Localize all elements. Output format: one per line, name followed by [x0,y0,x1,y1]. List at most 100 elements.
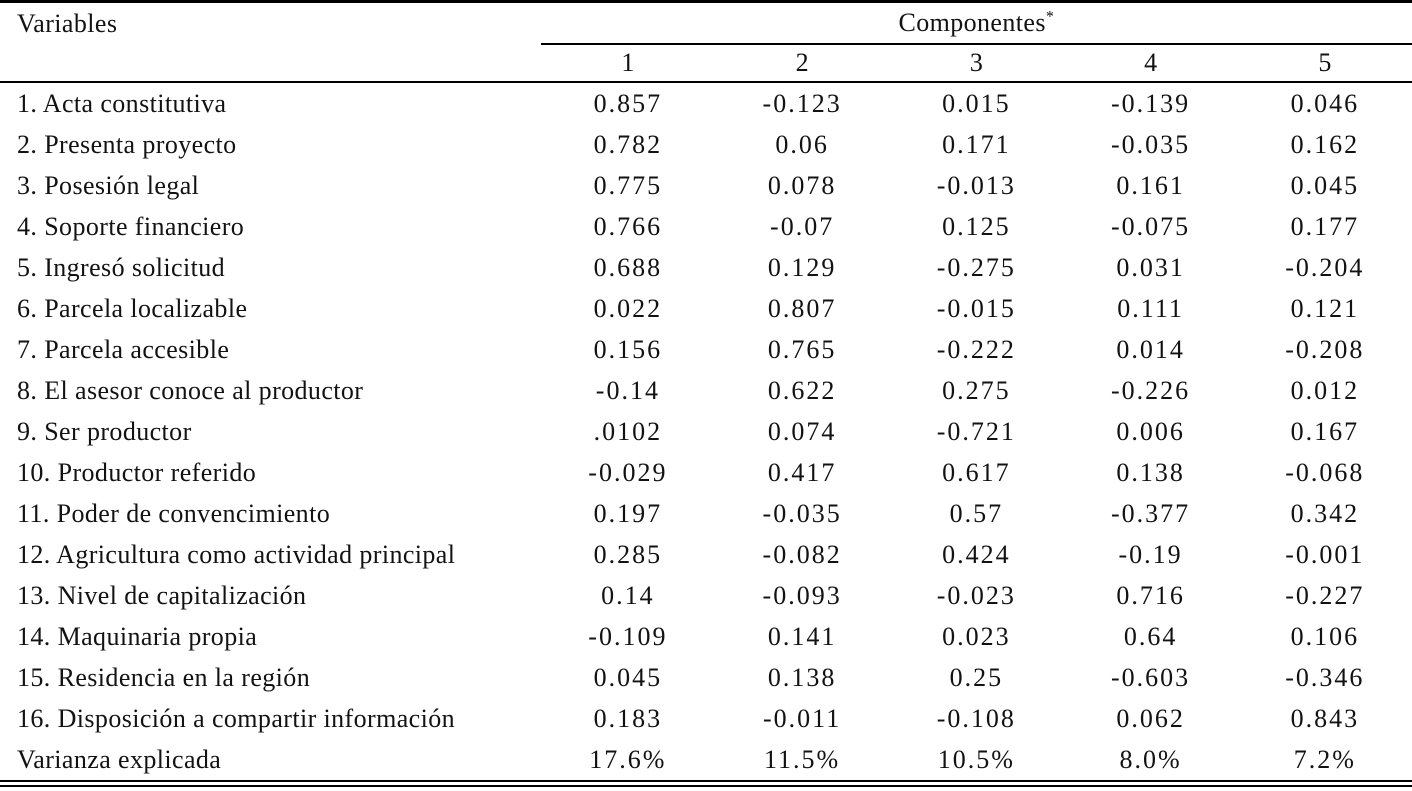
variable-label: 12. Agricultura como actividad principal [17,539,456,569]
loading-value: -0.011 [763,703,842,733]
variable-label: 14. Maquinaria propia [17,621,258,651]
loading-value: 0.141 [767,621,837,651]
loading-value: -0.377 [1111,498,1191,528]
component-column-header: 5 [1237,44,1412,83]
loading-value: 0.111 [1117,293,1184,323]
componentes-group-header: Componentes* [540,1,1412,45]
table-row: 14. Maquinaria propia -0.109 0.141 0.023 0.6… [0,616,1412,657]
loading-value: -0.222 [936,334,1016,364]
loading-value: -0.013 [936,170,1016,200]
variable-label: Varianza explicada [0,739,541,787]
loading-value: 0.121 [1290,293,1360,323]
loading-value: 0.125 [942,211,1011,241]
loading-value: 11.5% [715,739,890,787]
loading-value: 0.045 [593,662,663,692]
loading-value: 0.857 [593,88,663,118]
loading-value: 0.25 [949,662,1004,692]
loading-value: -0.603 [1111,662,1191,692]
loading-value: 0.062 [1116,703,1185,733]
loading-value: -0.015 [936,293,1016,323]
table-row: 3. Posesión legal 0.775 0.078 -0.013 0.161 0.… [0,165,1412,206]
variable-label: 15. Residencia en la región [17,662,311,692]
loading-value: -0.075 [1111,211,1191,241]
loading-value: 0.162 [1290,129,1360,159]
loading-value: 0.022 [593,293,663,323]
loading-value: 0.156 [593,334,663,364]
variable-label: 4. Soporte financiero [17,211,245,241]
table-row: 16. Disposición a compartir información 0… [0,698,1412,739]
loading-value: 0.161 [1116,170,1185,200]
loading-value: -0.204 [1285,252,1365,282]
loading-value: 0.716 [1116,580,1185,610]
variable-label: 6. Parcela localizable [17,293,248,323]
loading-value: 0.197 [593,498,663,528]
loading-value: -0.035 [1111,129,1191,159]
table-row: 11. Poder de convencimiento 0.197 -0.035 0.… [0,493,1412,534]
loading-value: 0.765 [767,334,837,364]
loading-value: 0.045 [1290,170,1360,200]
loading-value: -0.14 [595,375,660,405]
componentes-asterisk: * [1045,8,1055,26]
loading-value: -0.226 [1111,375,1191,405]
loading-value: 0.106 [1290,621,1360,651]
loading-value: 0.046 [1290,88,1360,118]
variable-label: 8. El asesor conoce al productor [17,375,364,405]
table-row: 10. Productor referido -0.029 0.417 0.617 0.… [0,452,1412,493]
table-row: 9. Ser productor .0102 0.074 -0.721 0.006 0.1… [0,411,1412,452]
loading-value: -0.093 [762,580,842,610]
loading-value: 0.078 [767,170,837,200]
loading-value: 17.6% [540,739,715,787]
loading-value: 0.074 [767,416,837,446]
table-row: 6. Parcela localizable 0.022 0.807 -0.015 0.… [0,288,1412,329]
loading-value: 0.64 [1123,621,1178,651]
loading-value: -0.07 [770,211,835,241]
loading-value: 0.57 [949,498,1004,528]
loading-value: 7.2% [1237,739,1412,787]
table-row: 8. El asesor conoce al productor -0.14 0.6… [0,370,1412,411]
loading-value: 0.014 [1116,334,1185,364]
loading-value: -0.082 [762,539,842,569]
loading-value: 0.06 [775,129,829,159]
loading-value: 0.129 [767,252,837,282]
loading-value: .0102 [593,416,663,446]
loading-value: 0.177 [1290,211,1360,241]
loading-value: 0.171 [942,129,1011,159]
table-row: 12. Agricultura como actividad principal… [0,534,1412,575]
variable-label: 5. Ingresó solicitud [17,252,226,282]
loading-value: 0.617 [942,457,1011,487]
loading-value: 0.807 [767,293,837,323]
loading-value: 0.183 [593,703,663,733]
loading-value: -0.068 [1285,457,1365,487]
loading-value: 0.424 [942,539,1011,569]
loading-value: 0.006 [1116,416,1185,446]
loading-value: 0.782 [593,129,663,159]
table-row: 7. Parcela accesible 0.156 0.765 -0.222 0.01… [0,329,1412,370]
loading-value: -0.227 [1285,580,1365,610]
loading-value: 0.775 [593,170,663,200]
loading-value: -0.721 [936,416,1016,446]
loading-value: -0.109 [588,621,668,651]
component-column-header: 4 [1063,44,1238,83]
table-row: 13. Nivel de capitalización 0.14 -0.093 -0.… [0,575,1412,616]
componentes-header-label: Componentes [898,8,1046,37]
variable-label: 3. Posesión legal [17,170,200,200]
loading-value: 0.688 [593,252,663,282]
variables-column-header: Variables [0,1,541,83]
variable-label: 2. Presenta proyecto [17,129,237,159]
loading-value: 0.138 [1116,457,1185,487]
loading-value: 0.622 [767,375,837,405]
loading-value: -0.029 [588,457,668,487]
variable-label: 10. Productor referido [17,457,257,487]
loading-value: 0.417 [767,457,837,487]
loading-value: -0.275 [936,252,1016,282]
loading-value: 0.843 [1290,703,1360,733]
loading-value: 10.5% [889,739,1064,787]
loading-value: 0.14 [601,580,655,610]
component-column-header: 1 [540,44,715,83]
loading-value: 0.138 [767,662,837,692]
loading-value: 0.015 [942,88,1011,118]
table-row: 1. Acta constitutiva 0.857 -0.123 0.015 -0.1… [0,82,1412,124]
loading-value: 0.766 [593,211,663,241]
